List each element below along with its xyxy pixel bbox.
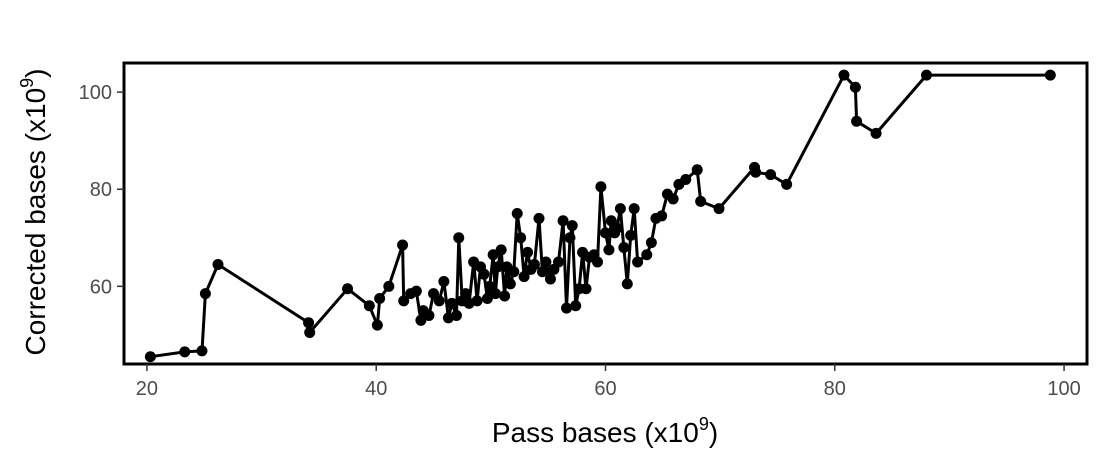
x-tick-label: 80 [824, 378, 846, 400]
data-point [415, 314, 427, 326]
data-point [625, 229, 637, 241]
data-point [750, 166, 762, 178]
data-point [557, 215, 569, 227]
data-point [566, 220, 578, 232]
data-point [580, 283, 592, 295]
data-point [342, 283, 354, 295]
x-tick-label: 20 [136, 378, 158, 400]
x-tick-label: 100 [1047, 378, 1080, 400]
data-point [603, 244, 615, 256]
data-point [621, 278, 633, 290]
data-point [595, 181, 607, 193]
data-point [450, 309, 462, 321]
data-point [423, 309, 435, 321]
data-point [552, 256, 564, 268]
data-point [495, 244, 507, 256]
data-point [196, 345, 208, 357]
data-point [561, 302, 573, 314]
data-point [433, 295, 445, 307]
data-point [781, 178, 793, 190]
data-point [611, 222, 623, 234]
data-point [540, 256, 552, 268]
data-point [614, 203, 626, 215]
data-point [522, 246, 534, 258]
data-point [533, 212, 545, 224]
plot-panel [122, 61, 1089, 366]
data-point [489, 288, 501, 300]
x-axis-title: Pass bases (x109) [492, 414, 718, 448]
data-point [680, 174, 692, 186]
data-point [304, 326, 316, 338]
data-point [199, 288, 211, 300]
data-point [1044, 69, 1056, 81]
data-point [471, 295, 483, 307]
data-point [363, 300, 375, 312]
data-point [511, 208, 523, 219]
data-series [144, 69, 1056, 363]
data-point [499, 290, 511, 302]
data-point [144, 351, 156, 363]
data-point [765, 169, 777, 181]
data-point [492, 261, 504, 273]
data-point [600, 227, 611, 239]
data-point [481, 292, 493, 304]
data-point [564, 232, 576, 244]
data-point [446, 297, 458, 309]
data-point [515, 232, 527, 244]
data-point [508, 266, 520, 278]
data-point [851, 115, 863, 127]
data-point [303, 317, 315, 329]
data-point [536, 266, 548, 278]
x-tick-label: 40 [365, 378, 387, 400]
data-point [921, 69, 932, 81]
data-point [641, 249, 653, 261]
data-point [478, 268, 490, 280]
data-point [371, 319, 383, 331]
data-point [383, 280, 395, 292]
data-point [713, 203, 725, 215]
data-point [691, 164, 703, 176]
data-point [870, 127, 882, 139]
data-point [632, 256, 644, 268]
data-point [438, 275, 450, 287]
data-point [667, 193, 679, 205]
data-point [528, 258, 540, 270]
data-point [398, 295, 410, 307]
data-point [591, 256, 603, 268]
data-point [544, 273, 556, 285]
data-point [518, 271, 530, 283]
data-point [849, 81, 861, 93]
y-tick-label: 100 [79, 82, 112, 104]
data-point [374, 292, 386, 304]
data-point [179, 346, 191, 358]
data-point [645, 237, 657, 249]
data-point [410, 285, 422, 297]
data-point [504, 278, 516, 290]
y-tick-label: 60 [90, 276, 112, 298]
data-point [212, 258, 224, 270]
y-tick-label: 80 [90, 179, 112, 201]
data-point [487, 249, 499, 261]
data-point [570, 300, 582, 312]
data-point [397, 239, 409, 251]
y-axis-title: Corrected bases (x109) [17, 68, 51, 355]
data-point [460, 288, 472, 300]
axis-ticks: 20 40 60 80 100 60 80 100 [79, 82, 1081, 400]
data-point [695, 195, 707, 207]
data-point [656, 210, 668, 222]
data-point [453, 232, 465, 244]
data-point [628, 203, 640, 215]
data-point [618, 241, 630, 253]
x-tick-label: 60 [594, 378, 616, 400]
data-point [838, 69, 850, 81]
